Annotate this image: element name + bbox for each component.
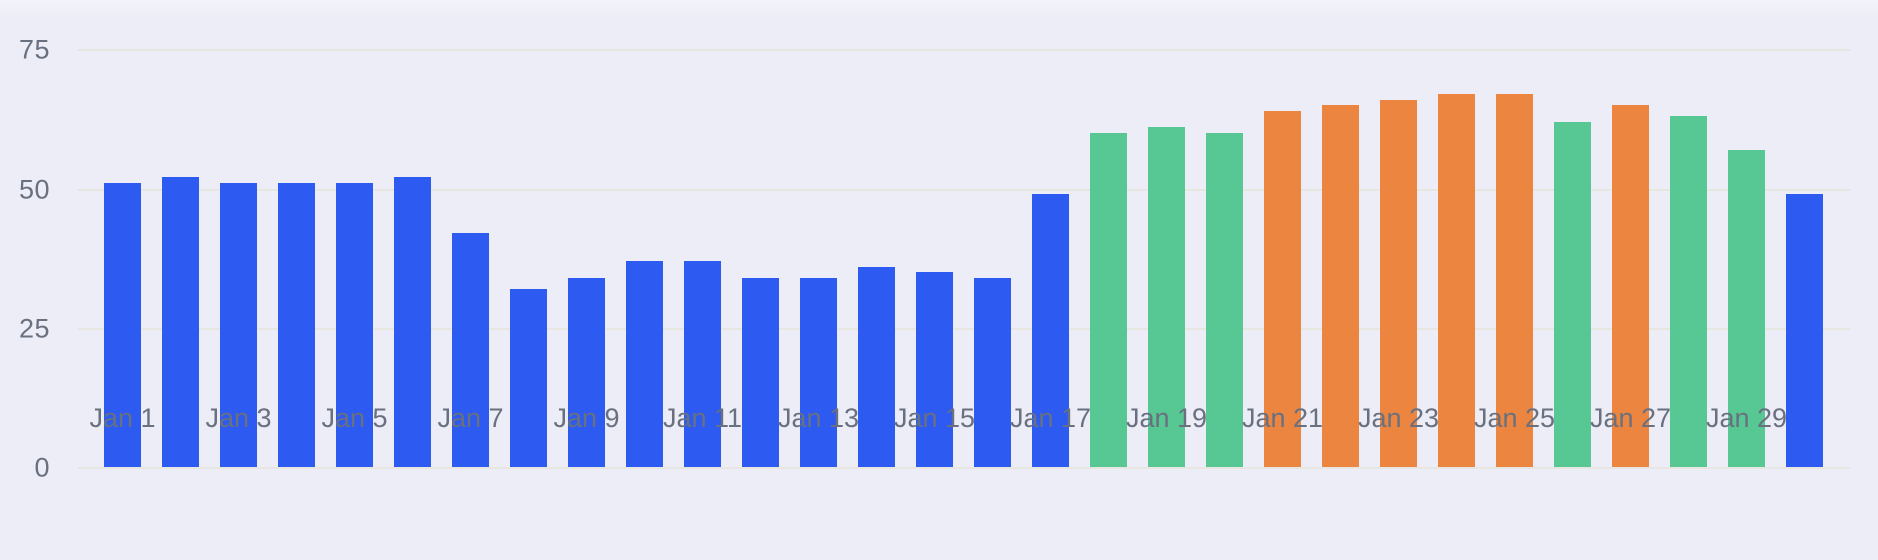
x-tick-label-jan-13: Jan 13	[777, 403, 860, 433]
bar-jan-8[interactable]	[510, 288, 547, 467]
x-tick-label-jan-3: Jan 3	[205, 403, 272, 433]
x-tick-label-jan-5: Jan 5	[321, 403, 388, 433]
x-tick-label-jan-7: Jan 7	[437, 403, 504, 433]
bar-jan-19[interactable]	[1148, 127, 1185, 467]
bar-jan-10[interactable]	[626, 260, 663, 467]
x-tick-label-jan-11: Jan 11	[662, 403, 743, 433]
bar-jan-25[interactable]	[1496, 93, 1533, 467]
bar-jan-3[interactable]	[220, 183, 257, 467]
gridline-75	[78, 49, 1851, 52]
x-tick-label-jan-27: Jan 27	[1589, 403, 1672, 433]
x-tick-label-jan-19: Jan 19	[1125, 403, 1208, 433]
y-tick-label-75: 75	[18, 34, 50, 65]
bar-jan-20[interactable]	[1206, 132, 1243, 467]
bar-jan-21[interactable]	[1264, 110, 1301, 467]
bar-jan-22[interactable]	[1322, 105, 1359, 467]
bar-jan-27[interactable]	[1612, 105, 1649, 467]
bar-jan-7[interactable]	[452, 233, 489, 467]
bar-jan-9[interactable]	[568, 277, 605, 467]
bar-jan-28[interactable]	[1670, 116, 1707, 467]
x-tick-label-jan-1: Jan 1	[89, 403, 156, 433]
y-tick-label-0: 0	[34, 452, 50, 483]
bar-jan-30[interactable]	[1786, 194, 1823, 467]
bar-jan-15[interactable]	[916, 272, 953, 467]
bar-jan-6[interactable]	[394, 177, 431, 467]
bar-jan-14[interactable]	[858, 266, 895, 467]
bar-jan-18[interactable]	[1090, 132, 1127, 467]
x-tick-label-jan-9: Jan 9	[553, 403, 620, 433]
x-tick-label-jan-29: Jan 29	[1705, 403, 1788, 433]
bar-jan-2[interactable]	[162, 177, 199, 467]
x-tick-label-jan-21: Jan 21	[1241, 403, 1324, 433]
y-tick-label-50: 50	[18, 174, 50, 205]
gridline-25	[78, 327, 1851, 330]
bar-jan-11[interactable]	[684, 260, 721, 467]
bar-jan-1[interactable]	[104, 183, 141, 467]
x-tick-label-jan-15: Jan 15	[893, 403, 976, 433]
y-tick-label-25: 25	[18, 313, 50, 344]
bar-jan-26[interactable]	[1554, 121, 1591, 467]
bar-jan-24[interactable]	[1438, 93, 1475, 467]
bar-jan-23[interactable]	[1380, 99, 1417, 467]
gridline-0	[78, 467, 1851, 469]
x-tick-label-jan-25: Jan 25	[1473, 403, 1556, 433]
bar-jan-4[interactable]	[278, 183, 315, 467]
bar-jan-12[interactable]	[742, 277, 779, 467]
bar-jan-16[interactable]	[974, 277, 1011, 467]
x-tick-label-jan-23: Jan 23	[1357, 403, 1440, 433]
bar-jan-5[interactable]	[336, 183, 373, 467]
bar-jan-13[interactable]	[800, 277, 837, 467]
x-tick-label-jan-17: Jan 17	[1009, 403, 1092, 433]
gridline-50	[78, 188, 1851, 191]
bar-jan-29[interactable]	[1728, 149, 1765, 467]
bar-jan-17[interactable]	[1032, 194, 1069, 467]
